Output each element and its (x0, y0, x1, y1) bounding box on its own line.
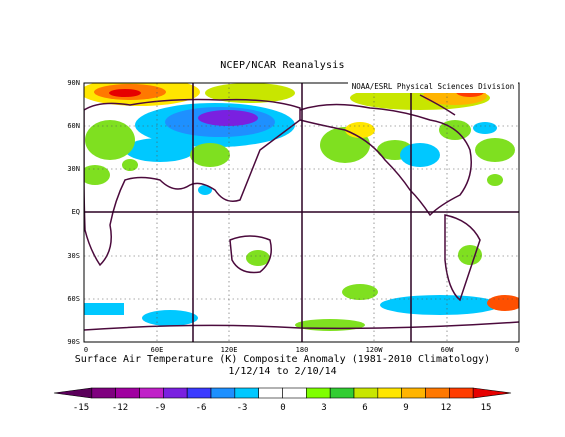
colorbar-label: 0 (280, 403, 286, 413)
colorbar-swatch (377, 387, 402, 399)
warm-anomaly-pacific-yellow (345, 122, 375, 138)
south-america-coastline (444, 214, 481, 302)
warm-anomaly-arabia (122, 159, 138, 171)
colorbar-swatch (115, 387, 140, 399)
cold-anomaly-central-asia (125, 138, 195, 162)
colorbar-swatch (91, 387, 116, 399)
colorbar-swatch (472, 387, 512, 399)
lat-tick-90s: 90S (67, 338, 80, 346)
colorbar-swatch (425, 387, 450, 399)
lat-tick-90n: 90N (67, 79, 80, 87)
colorbar-swatch (282, 387, 307, 399)
cold-anomaly-greenland (473, 122, 497, 134)
colorbar (53, 387, 512, 399)
caption-date-range: 1/12/14 to 2/10/14 (228, 366, 337, 377)
colorbar-swatch (329, 387, 355, 399)
warm-anomaly-ross (295, 319, 365, 331)
colorbar-label: -12 (111, 403, 129, 413)
map-title: NCEP/NCAR Reanalysis (220, 60, 345, 71)
colorbar-label: 15 (480, 403, 492, 413)
warm-anomaly-north-africa (84, 165, 110, 185)
warm-anomaly-weddell (487, 295, 519, 311)
warm-anomaly-arctic-red (109, 89, 141, 97)
colorbar-label: -15 (72, 403, 90, 413)
colorbar-swatch (258, 387, 283, 399)
colorbar-label: 9 (403, 403, 409, 413)
warm-anomaly-south-america (458, 245, 482, 265)
eurasia-africa-coastline (84, 98, 301, 267)
warm-anomaly-australia (246, 250, 270, 266)
colorbar-swatch (186, 387, 212, 399)
colorbar-swatch (353, 387, 379, 399)
cold-anomaly-siberia-core (198, 110, 258, 126)
colorbar-label: -9 (154, 403, 166, 413)
map-frame (83, 82, 520, 343)
lat-tick-60s: 60S (67, 295, 80, 303)
cold-anomaly-southern-ocean-west (84, 303, 124, 315)
cold-anomaly-antarctic-1 (142, 310, 198, 326)
colorbar-swatch (53, 387, 93, 399)
colorbar-swatch (139, 387, 164, 399)
major-grid-lines (84, 83, 519, 342)
lat-tick-eq: EQ (71, 208, 80, 216)
lat-tick-60n: 60N (67, 122, 80, 130)
lon-tick-0: 0 (83, 346, 89, 354)
cold-anomaly-indochina (198, 185, 212, 195)
warm-anomaly-europe (85, 120, 135, 160)
north-america-coastline (299, 103, 472, 217)
caption-variable: Surface Air Temperature (K) Composite An… (74, 354, 491, 365)
warm-anomaly-arctic-green (205, 83, 295, 103)
warm-anomaly-caribbean (487, 174, 503, 186)
colorbar-swatch (306, 387, 331, 399)
lon-tick-60e: 60E (150, 346, 164, 354)
lon-tick-60w: 60W (440, 346, 454, 354)
lat-tick-30n: 30N (67, 165, 80, 173)
colorbar-swatch (163, 387, 188, 399)
colorbar-swatch (449, 387, 474, 399)
colorbar-label: 3 (321, 403, 327, 413)
cold-anomaly-antarctic-2 (380, 295, 500, 315)
colorbar-label: 12 (440, 403, 452, 413)
greenland-coastline (419, 94, 456, 116)
colorbar-swatch (401, 387, 426, 399)
warm-anomaly-atlantic (475, 138, 515, 162)
credit-label: NOAA/ESRL Physical Sciences Division (348, 81, 518, 93)
australia-coastline (229, 235, 272, 274)
colorbar-label: -3 (236, 403, 248, 413)
colorbar-label: 6 (362, 403, 368, 413)
warm-anomaly-south-pacific (342, 284, 378, 300)
lat-tick-30s: 30S (67, 252, 80, 260)
coastlines (84, 94, 519, 331)
colorbar-swatch (234, 387, 259, 399)
lon-tick-120w: 120W (365, 346, 383, 354)
colorbar-label: -6 (195, 403, 207, 413)
colorbar-swatch (210, 387, 236, 399)
lon-tick-180: 180 (295, 346, 309, 354)
lon-tick-0-east: 0 (514, 346, 520, 354)
lon-tick-120e: 120E (220, 346, 238, 354)
cold-anomaly-north-america (400, 143, 440, 167)
warm-anomaly-east-asia (190, 143, 230, 167)
